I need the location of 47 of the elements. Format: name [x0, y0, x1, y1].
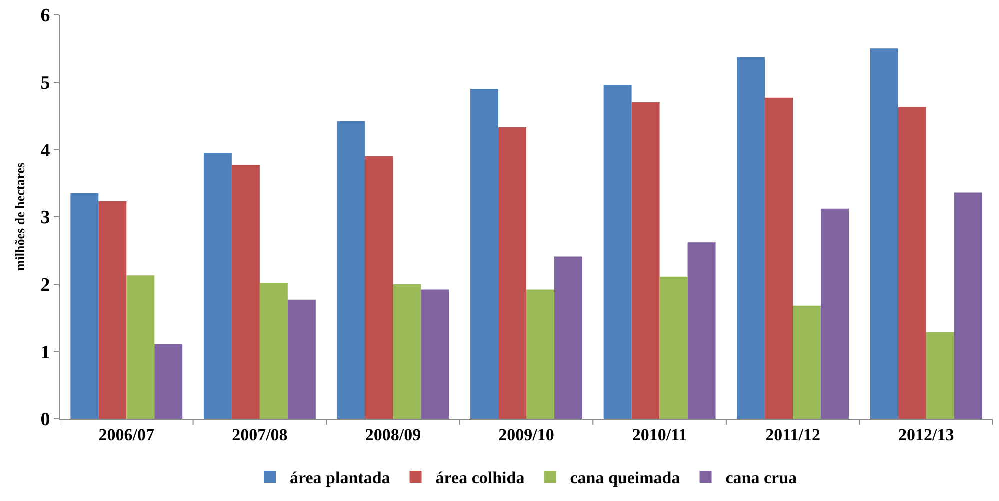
- legend-label: cana queimada: [570, 468, 681, 488]
- bar: [688, 242, 716, 419]
- legend-label: cana crua: [726, 468, 798, 488]
- x-tick-label: 2006/07: [98, 425, 155, 444]
- bar: [393, 284, 422, 419]
- bar: [260, 282, 288, 419]
- bar: [154, 344, 183, 419]
- y-tick-label: 1: [40, 342, 50, 364]
- bar: [421, 290, 450, 419]
- y-tick-label: 0: [40, 410, 50, 431]
- y-axis-title: milhões de hectares: [12, 162, 28, 272]
- bar: [70, 193, 99, 419]
- y-tick-label: 5: [40, 72, 50, 94]
- bar: [288, 300, 316, 419]
- bar: [765, 98, 794, 419]
- x-tick-label: 2012/13: [898, 425, 954, 444]
- bar: [926, 332, 954, 419]
- bar: [870, 48, 898, 419]
- bar: [632, 102, 660, 419]
- y-tick-label: 6: [40, 6, 50, 27]
- bar: [660, 276, 688, 419]
- bar: [793, 306, 822, 419]
- bar: [498, 127, 526, 419]
- legend-label: área colhida: [436, 468, 526, 488]
- bar: [554, 256, 582, 419]
- bar: [604, 85, 632, 419]
- bar: [337, 121, 366, 419]
- x-tick-label: 2007/08: [232, 425, 288, 444]
- bar: [126, 276, 155, 419]
- y-tick-label: 3: [40, 208, 50, 229]
- x-tick-label: 2009/10: [498, 425, 554, 444]
- x-tick-label: 2010/11: [632, 425, 688, 444]
- bar: [821, 208, 850, 419]
- bar: [898, 107, 926, 419]
- bar: [232, 165, 260, 419]
- bar: [954, 192, 982, 419]
- bar: [470, 89, 499, 419]
- y-tick-label: 4: [40, 140, 51, 162]
- bar: [204, 153, 232, 419]
- legend-label: área plantada: [290, 468, 391, 488]
- bar: [526, 290, 554, 419]
- bar: [365, 156, 394, 419]
- x-tick-label: 2008/09: [365, 425, 422, 444]
- bar: [737, 57, 766, 419]
- x-tick-label: 2011/12: [766, 425, 820, 444]
- y-tick-label: 2: [40, 274, 50, 296]
- bar: [98, 202, 127, 419]
